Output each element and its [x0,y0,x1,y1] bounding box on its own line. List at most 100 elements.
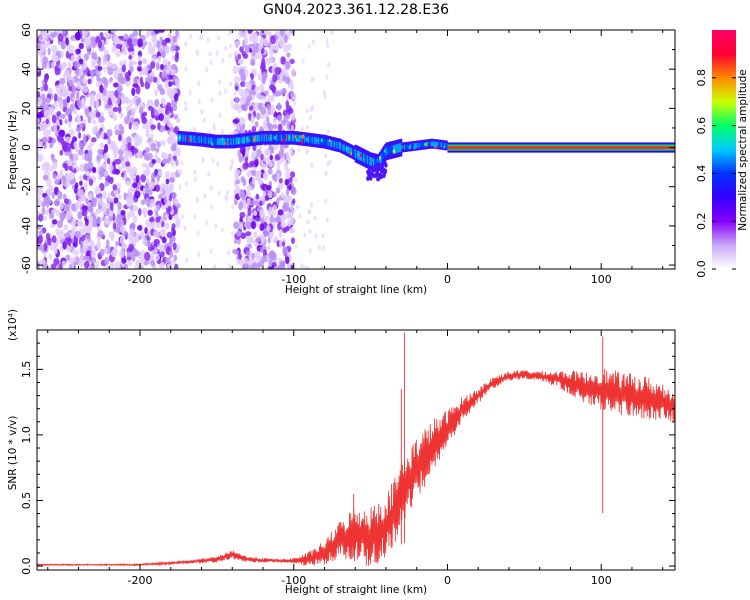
spectrogram-cell [275,134,279,142]
spectrogram-cell [179,169,183,175]
spectrogram-cell [142,187,147,193]
spectrogram-cell [150,107,155,117]
spectrogram-cell [333,140,336,148]
spectrogram-cell [74,182,79,190]
spectrogram-cell [311,39,315,45]
spectrogram-cell [311,136,314,144]
spectrogram-cell [313,215,317,221]
spectrogram-cell [375,172,380,178]
spectrogram-cell [277,182,284,190]
spectrogram-cell [278,178,283,184]
spectrogram-cell [59,229,64,236]
spectrogram-cell [140,199,146,206]
spectrogram-cell [108,263,114,269]
spectrogram-cell [125,76,131,82]
spectrogram-cell [266,116,270,123]
spectrogram-cell [216,35,220,41]
spectrogram-cell [87,245,92,252]
spectrogram-cell [101,95,106,101]
spectrogram-cell [322,90,326,96]
spectrogram-cell [75,115,82,123]
spectrogram-cell [132,121,140,131]
spectrogram-cell [343,144,346,152]
spectrogram-cell [96,73,100,82]
spectrogram-cell [129,44,134,52]
spectrogram-cell [178,184,182,190]
spectrogram-cell [131,253,136,262]
spectrogram-cell [171,192,177,199]
spectrogram-cell [88,193,93,200]
snr-y-multiplier: (x10⁴) [7,309,19,341]
spectrogram-cell [338,142,341,149]
spectrogram-cell [146,30,151,36]
spectrogram-cell [55,119,60,126]
spectrogram-y-label: Frequency (Hz) [7,110,19,189]
spectrogram-cell [85,197,89,205]
spectrogram-cell [240,95,247,104]
spectrogram-cell [220,227,224,233]
spectrogram-cell [89,69,96,75]
spectrogram-cell [241,149,246,158]
spectrogram-cell [92,110,96,116]
spectrogram-cell [114,158,122,165]
spectrogram-cell [231,138,234,146]
spectrogram-cell [169,95,175,101]
spectrogram-cell [74,31,81,41]
spectrogram-cell [205,220,209,226]
spectrogram-cell [314,233,318,239]
spectrogram-cell [247,136,250,144]
spectrogram-cell [99,142,105,149]
spectrogram-cell [259,195,266,202]
spectrogram-cell [60,202,64,210]
spectrogram-cell [392,145,395,154]
spectrogram-cell [263,37,269,47]
spectrogram-cell [291,134,295,142]
spectrogram-cell [327,139,330,147]
y-tick-label: 60 [20,23,33,37]
spectrogram-cell [300,263,304,269]
spectrogram-cell [289,58,295,65]
spectrogram-cell [171,223,176,230]
spectrogram-cell [286,262,292,269]
spectrogram-cell [325,138,328,146]
spectrogram-cell [184,66,188,72]
spectrogram-cell [79,246,86,255]
spectrogram-cell [380,154,383,163]
spectrogram-cell [54,179,60,185]
spectrogram-ticks: -200 -100 0 100 60 40 20 0 -20 -40 -60 [20,23,675,286]
spectrogram-cell [55,228,60,236]
spectrogram-cell [443,142,446,148]
spectrogram-cell [234,40,241,46]
spectrogram-cell [59,149,64,156]
y-tick-label: -20 [20,178,33,196]
spectrogram-cell [135,237,140,243]
spectrogram-cell [352,148,355,156]
spectrogram-cell [166,87,173,97]
spectrogram-cell [375,158,378,168]
colorbar-tick-label: 0.6 [695,117,708,135]
spectrogram-cell [370,157,373,166]
spectrogram-cell [314,137,317,144]
spectrogram-cell [438,142,441,147]
spectrogram-cell [43,83,49,92]
spectrogram-cell [109,202,114,211]
spectrogram-cell [268,230,274,239]
spectrogram-cell [64,136,71,143]
spectrogram-cell [107,192,111,202]
spectrogram-cell [143,57,148,65]
spectrogram-cell [135,139,142,146]
spectrogram-cell [45,209,49,216]
spectrogram-cell [268,56,274,64]
spectrogram-cell [117,194,122,200]
spectrogram-cell [98,204,102,210]
spectrogram-cell [104,180,110,187]
spectrogram-cell [70,54,76,64]
spectrogram-cell [91,51,95,60]
spectrogram-cell [126,198,130,208]
spectrogram-cell [146,177,150,186]
spectrogram-cell [91,137,97,143]
colorbar-tick-label: 0.0 [695,260,708,278]
spectrogram-cell [391,145,394,155]
spectrogram-cell [268,162,273,168]
spectrogram-cell [374,158,377,167]
